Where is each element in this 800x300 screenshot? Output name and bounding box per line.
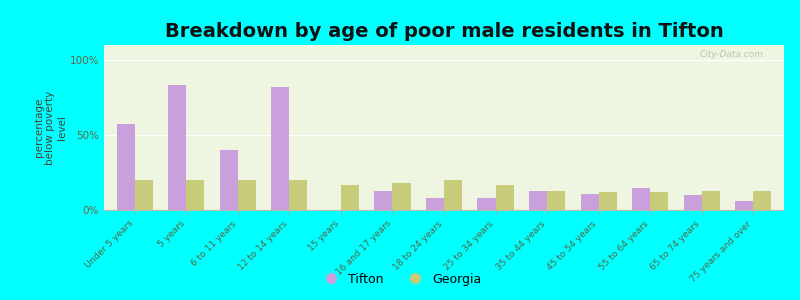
Bar xyxy=(735,201,753,210)
Bar xyxy=(495,184,514,210)
Bar xyxy=(444,180,462,210)
Bar xyxy=(529,190,547,210)
Bar xyxy=(393,183,410,210)
Bar xyxy=(650,192,668,210)
Bar xyxy=(374,190,393,210)
Bar xyxy=(753,190,771,210)
Bar xyxy=(598,192,617,210)
Bar xyxy=(186,180,205,210)
Text: City-Data.com: City-Data.com xyxy=(699,50,763,59)
Bar xyxy=(581,194,598,210)
Bar xyxy=(702,190,720,210)
Legend: Tifton, Georgia: Tifton, Georgia xyxy=(314,268,486,291)
Bar xyxy=(290,180,307,210)
Bar xyxy=(117,124,135,210)
Bar xyxy=(238,180,256,210)
Bar xyxy=(683,195,702,210)
Title: Breakdown by age of poor male residents in Tifton: Breakdown by age of poor male residents … xyxy=(165,22,723,41)
Bar xyxy=(478,198,495,210)
Bar xyxy=(271,87,290,210)
Bar xyxy=(547,190,565,210)
Y-axis label: percentage
below poverty
level: percentage below poverty level xyxy=(34,90,67,165)
Bar xyxy=(341,184,359,210)
Bar xyxy=(632,188,650,210)
Bar xyxy=(168,85,186,210)
Bar xyxy=(135,180,153,210)
Bar xyxy=(426,198,444,210)
Bar xyxy=(220,150,238,210)
